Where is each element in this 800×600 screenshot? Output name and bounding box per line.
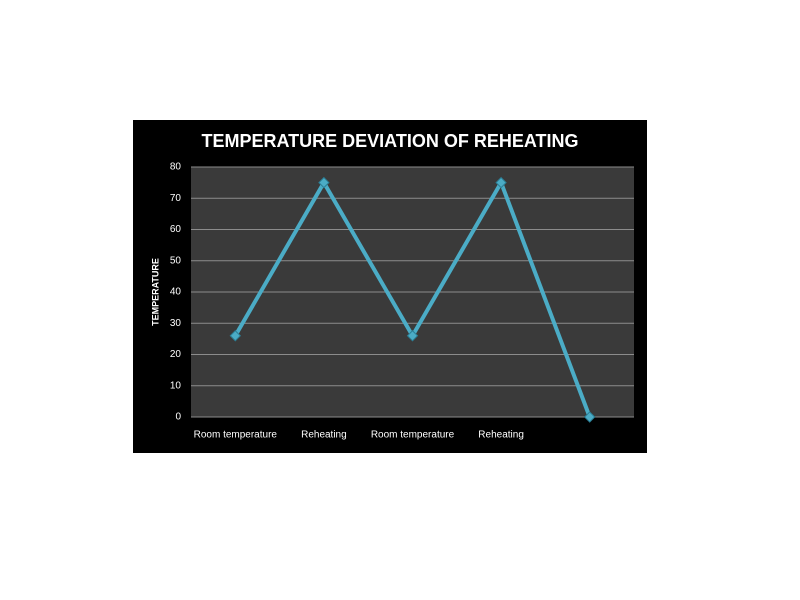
y-tick-label: 40 xyxy=(170,287,182,298)
y-tick-label: 20 xyxy=(170,349,182,360)
y-tick-label: 70 xyxy=(170,193,182,204)
y-axis-label: TEMPERATURE xyxy=(150,258,160,326)
y-tick-label: 10 xyxy=(170,380,182,391)
y-tick-label: 50 xyxy=(170,255,182,266)
y-tick-label: 60 xyxy=(170,224,182,235)
x-tick-label: Room temperature xyxy=(194,430,278,441)
data-point xyxy=(318,176,330,189)
data-point xyxy=(229,330,242,342)
chart-title: TEMPERATURE DEVIATION OF REHEATING xyxy=(201,131,578,151)
data-point xyxy=(406,330,419,342)
y-tick-label: 80 xyxy=(170,162,182,173)
x-tick-label: Reheating xyxy=(301,430,347,441)
x-tick-label: Room temperature xyxy=(371,430,455,441)
y-tick-label: 0 xyxy=(175,412,181,423)
x-tick-label: Reheating xyxy=(478,430,524,441)
data-point xyxy=(583,411,596,423)
y-tick-label: 30 xyxy=(170,318,182,329)
data-point xyxy=(495,176,507,189)
